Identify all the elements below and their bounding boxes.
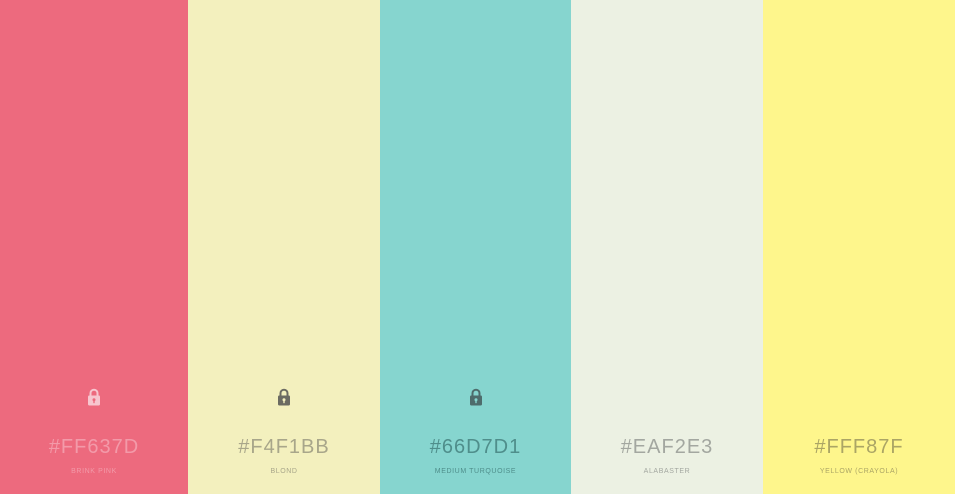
lock-icon[interactable]: [469, 388, 483, 406]
swatch-brink-pink[interactable]: #FF637D BRINK PINK: [0, 0, 188, 494]
lock-icon[interactable]: [87, 388, 101, 406]
swatch-yellow-crayola[interactable]: #FFF87F YELLOW (CRAYOLA): [763, 0, 955, 494]
swatch-hex-code[interactable]: #FF637D: [48, 436, 140, 458]
swatch-color-name: YELLOW (CRAYOLA): [819, 468, 899, 475]
swatch-color-name: BLOND: [270, 468, 298, 475]
swatch-blond[interactable]: #F4F1BB BLOND: [188, 0, 380, 494]
swatch-alabaster[interactable]: #EAF2E3 ALABASTER: [571, 0, 763, 494]
swatch-color-name: MEDIUM TURQUOISE: [434, 468, 517, 475]
swatch-color-name: BRINK PINK: [71, 468, 117, 475]
swatch-medium-turquoise[interactable]: #66D7D1 MEDIUM TURQUOISE: [380, 0, 571, 494]
swatch-hex-code[interactable]: #F4F1BB: [238, 436, 330, 458]
swatch-hex-code[interactable]: #EAF2E3: [620, 436, 714, 458]
swatch-hex-code[interactable]: #66D7D1: [429, 436, 522, 458]
lock-icon[interactable]: [277, 388, 291, 406]
swatch-color-name: ALABASTER: [643, 468, 691, 475]
swatch-hex-code[interactable]: #FFF87F: [814, 436, 904, 458]
